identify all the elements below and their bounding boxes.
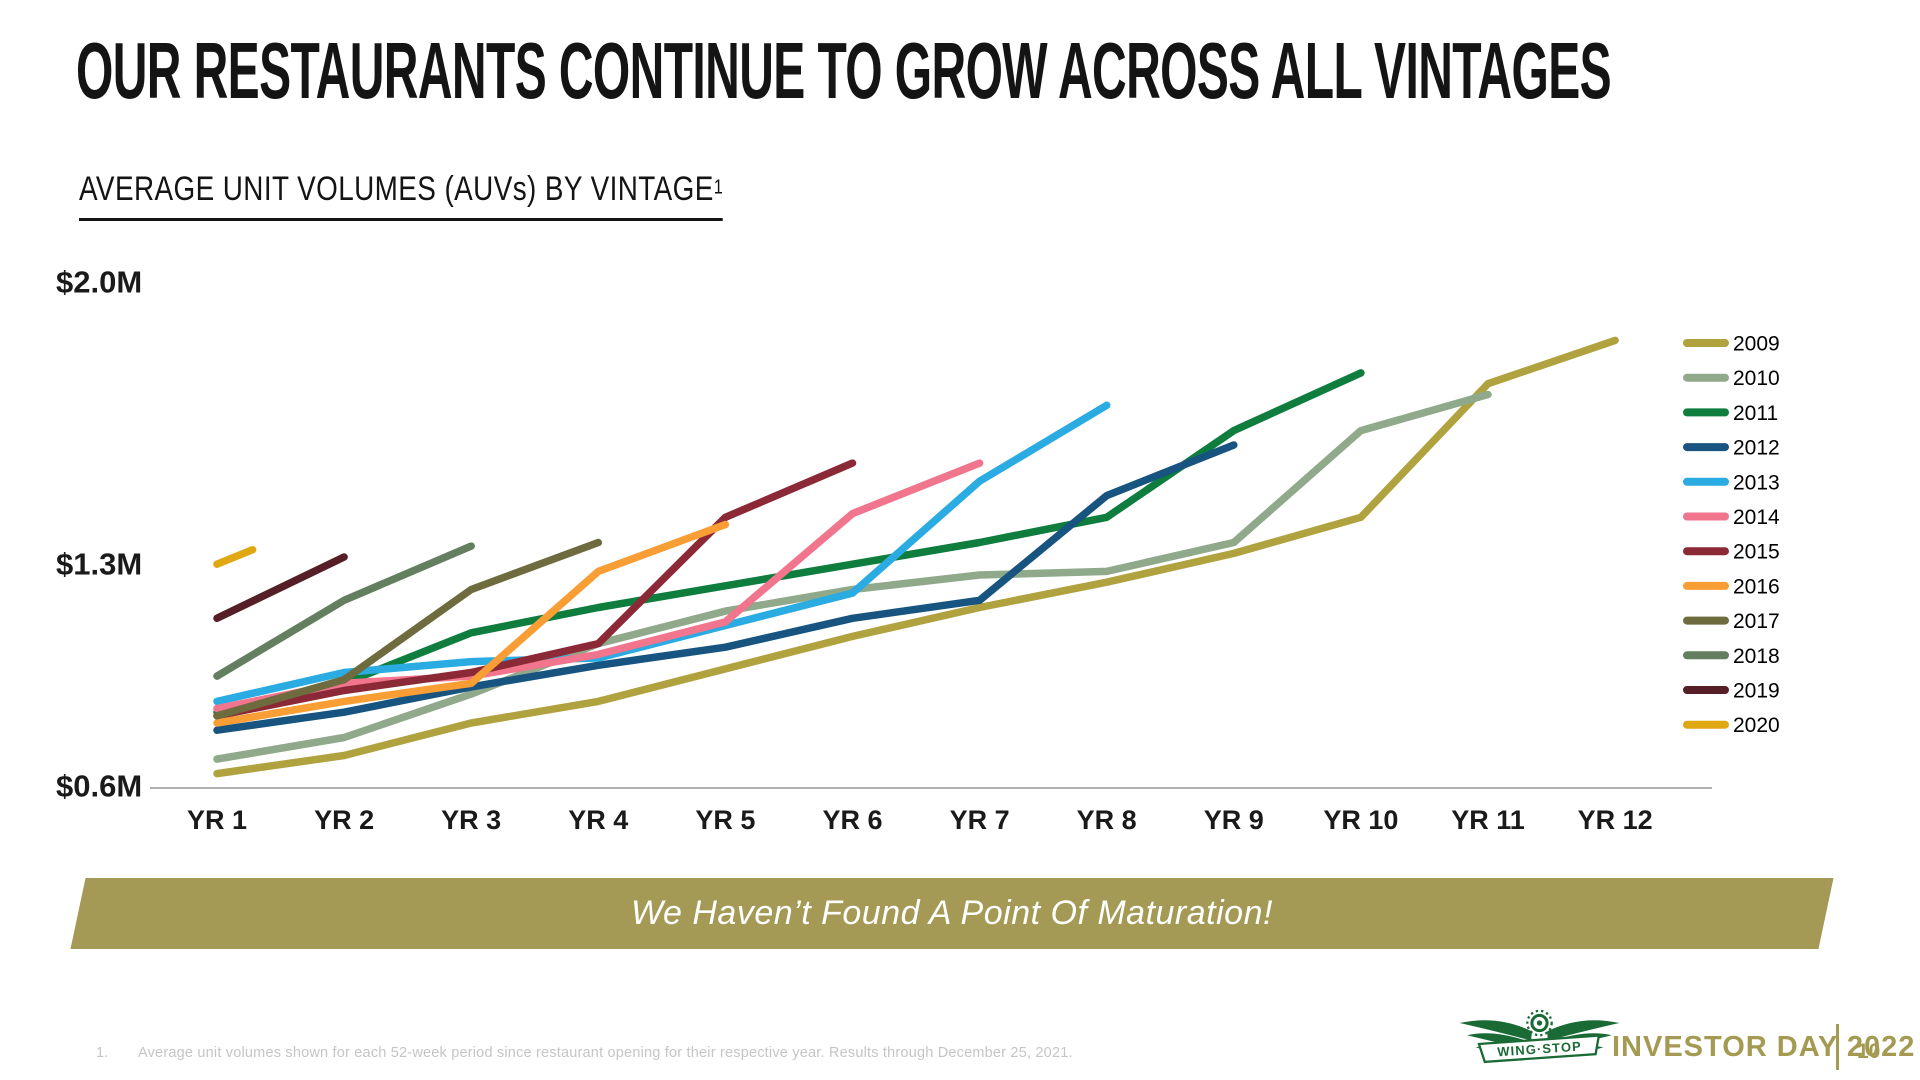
series-line-2011: [213, 369, 1365, 716]
event-title: INVESTOR DAY 2022: [1612, 1031, 1916, 1063]
page-title: OUR RESTAURANTS CONTINUE TO GROW ACROSS …: [76, 26, 1612, 115]
y-axis-label-0.6: $0.6M: [56, 769, 142, 804]
series-line-2019: [213, 553, 348, 623]
wingstop-medallion-icon: [1526, 1009, 1553, 1037]
footnote-reference: 1: [713, 176, 723, 199]
x-axis-label-yr10: YR 10: [1323, 805, 1398, 835]
legend-label-2015: 2015: [1733, 541, 1780, 564]
series-line-2020: [213, 545, 257, 568]
series-line-2016: [213, 520, 730, 727]
wingstop-wordmark: WING·STOP: [1497, 1039, 1583, 1060]
wingstop-ribbon: WING·STOP: [1477, 1034, 1601, 1064]
footnote: 1. Average unit volumes shown for each 52…: [96, 1045, 1073, 1061]
footnote-text: Average unit volumes shown for each 52-w…: [138, 1045, 1073, 1061]
x-axis-label-yr5: YR 5: [695, 805, 755, 835]
y-axis-label-2: $2.0M: [56, 265, 142, 300]
x-axis-label-yr11: YR 11: [1451, 805, 1525, 835]
legend-label-2010: 2010: [1733, 367, 1780, 390]
legend-label-2009: 2009: [1733, 333, 1780, 356]
legend-label-2013: 2013: [1733, 471, 1780, 494]
series-line-2017: [213, 538, 603, 720]
legend-label-2019: 2019: [1733, 680, 1780, 703]
series-line-2009: [213, 336, 1619, 778]
chart-title: AVERAGE UNIT VOLUMES (AUVs) BY VINTAGE1: [79, 170, 723, 221]
x-axis-label-yr3: YR 3: [441, 805, 501, 835]
x-axis-label-yr4: YR 4: [568, 805, 628, 835]
footnote-marker: 1.: [96, 1045, 109, 1061]
page-number: 10: [1857, 1040, 1881, 1063]
x-axis-label-yr8: YR 8: [1077, 805, 1137, 835]
x-axis-label-yr2: YR 2: [314, 805, 374, 835]
legend-label-2016: 2016: [1733, 575, 1780, 598]
maturation-banner-inner: We Haven’t Found A Point Of Maturation!: [78, 878, 1826, 949]
x-axis-label-yr12: YR 12: [1578, 805, 1653, 835]
legend-label-2020: 2020: [1733, 714, 1780, 737]
maturation-banner: We Haven’t Found A Point Of Maturation!: [70, 878, 1834, 949]
wingstop-logo: WING·STOP: [1459, 1009, 1620, 1064]
legend-label-2014: 2014: [1733, 506, 1780, 529]
x-axis-label-yr1: YR 1: [187, 805, 247, 835]
x-axis-label-yr7: YR 7: [950, 805, 1010, 835]
y-axis-label-1.3: $1.3M: [56, 547, 142, 582]
x-axis-label-yr6: YR 6: [822, 805, 882, 835]
series-line-2012: [213, 441, 1238, 734]
footer-divider: [1836, 1024, 1839, 1070]
legend-label-2011: 2011: [1733, 402, 1778, 425]
series-line-2015: [213, 459, 857, 720]
chart-title-text: AVERAGE UNIT VOLUMES (AUVs) BY VINTAGE: [79, 170, 714, 208]
legend-label-2017: 2017: [1733, 610, 1780, 633]
maturation-banner-text: We Haven’t Found A Point Of Maturation!: [631, 894, 1273, 932]
x-axis-label-yr9: YR 9: [1204, 805, 1264, 835]
legend-label-2018: 2018: [1733, 645, 1780, 668]
legend-label-2012: 2012: [1733, 437, 1780, 460]
series-line-2018: [213, 542, 475, 680]
